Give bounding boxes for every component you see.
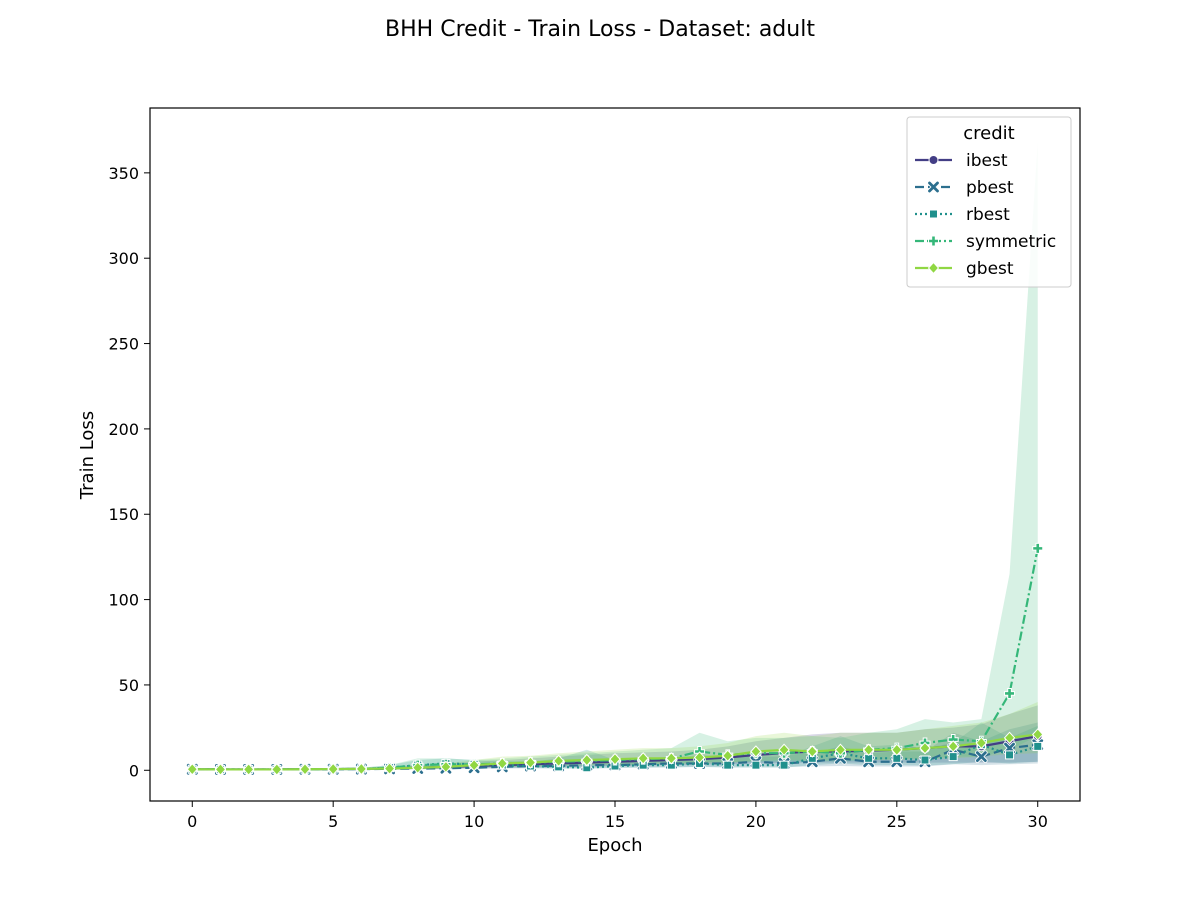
- x-tick-label: 20: [746, 812, 766, 831]
- point-gbest: [299, 763, 311, 776]
- point-gbest: [947, 740, 959, 753]
- point-gbest: [778, 743, 790, 757]
- y-axis-label: Train Loss: [77, 411, 98, 500]
- y-tick-label: 0: [129, 761, 139, 780]
- legend-label: ibest: [966, 151, 1008, 171]
- legend-title: credit: [963, 123, 1014, 144]
- point-gbest: [355, 762, 368, 776]
- point-rbest: [920, 755, 930, 765]
- legend-item-pbest: pbest: [915, 178, 1014, 198]
- legend-marker: [929, 209, 938, 219]
- x-tick-label: 30: [1028, 812, 1048, 831]
- legend-marker: [928, 235, 939, 247]
- point-rbest: [948, 752, 958, 762]
- point-rbest: [779, 760, 789, 770]
- point-gbest: [750, 745, 762, 758]
- point-gbest: [214, 763, 227, 776]
- point-gbest: [271, 763, 283, 776]
- point-gbest: [1003, 731, 1016, 745]
- point-gbest: [891, 743, 903, 757]
- point-symmetric: [1032, 542, 1044, 554]
- point-gbest: [1032, 728, 1044, 741]
- point-gbest: [440, 760, 452, 774]
- point-rbest: [723, 760, 733, 770]
- y-tick-label: 300: [108, 249, 139, 268]
- legend-label: pbest: [966, 178, 1014, 198]
- x-tick-label: 5: [328, 812, 338, 831]
- point-gbest: [665, 752, 678, 765]
- point-symmetric: [1004, 687, 1016, 699]
- point-gbest: [327, 762, 339, 776]
- y-tick-label: 150: [108, 505, 139, 524]
- legend-item-ibest: ibest: [915, 151, 1008, 171]
- point-gbest: [524, 756, 537, 769]
- x-axis-label: Epoch: [587, 835, 642, 856]
- point-gbest: [637, 752, 649, 765]
- point-gbest: [806, 745, 818, 758]
- point-rbest: [1033, 741, 1043, 751]
- point-gbest: [693, 751, 706, 764]
- y-tick-label: 200: [108, 420, 139, 439]
- legend: credit ibest pbest rbest symmetric gbest: [906, 116, 1072, 288]
- x-tick-label: 15: [605, 812, 625, 831]
- point-gbest: [412, 761, 424, 774]
- y-tick-label: 100: [108, 591, 139, 610]
- point-gbest: [919, 741, 931, 755]
- point-gbest: [383, 762, 396, 775]
- legend-marker: [927, 180, 940, 194]
- legend-item-rbest: rbest: [915, 205, 1010, 225]
- point-gbest: [609, 752, 621, 766]
- point-gbest: [862, 743, 875, 757]
- point-gbest: [581, 753, 593, 767]
- y-tick-label: 350: [108, 164, 139, 183]
- point-gbest: [186, 763, 198, 776]
- legend-label: gbest: [966, 259, 1014, 279]
- series-markers: [186, 542, 1044, 776]
- legend-label: symmetric: [966, 232, 1056, 252]
- legend-label: rbest: [966, 205, 1010, 225]
- point-gbest: [722, 749, 734, 763]
- point-gbest: [468, 758, 480, 772]
- point-rbest: [751, 760, 761, 770]
- y-axis-ticks: 0 50 100 150 200 250 300 350: [108, 164, 150, 780]
- point-gbest: [552, 754, 565, 768]
- point-gbest: [834, 743, 847, 757]
- y-tick-label: 250: [108, 335, 139, 354]
- legend-marker: [927, 261, 940, 275]
- legend-item-gbest: gbest: [915, 259, 1014, 279]
- x-axis-ticks: 0 5 10 15 20 25 30: [187, 801, 1048, 831]
- legend-item-symmetric: symmetric: [915, 232, 1056, 252]
- x-tick-label: 25: [887, 812, 907, 831]
- band-pbest: [192, 722, 1038, 770]
- point-gbest: [975, 736, 988, 750]
- point-rbest: [1005, 750, 1015, 760]
- point-gbest: [242, 763, 255, 776]
- chart-title: BHH Credit - Train Loss - Dataset: adult: [385, 17, 815, 42]
- band-ibest: [192, 705, 1038, 770]
- point-gbest: [496, 757, 508, 770]
- point-pbest: [975, 750, 988, 763]
- y-tick-label: 50: [119, 676, 139, 695]
- x-tick-label: 10: [464, 812, 484, 831]
- band-rbest: [192, 722, 1038, 770]
- legend-marker: [928, 155, 939, 165]
- x-tick-label: 0: [187, 812, 197, 831]
